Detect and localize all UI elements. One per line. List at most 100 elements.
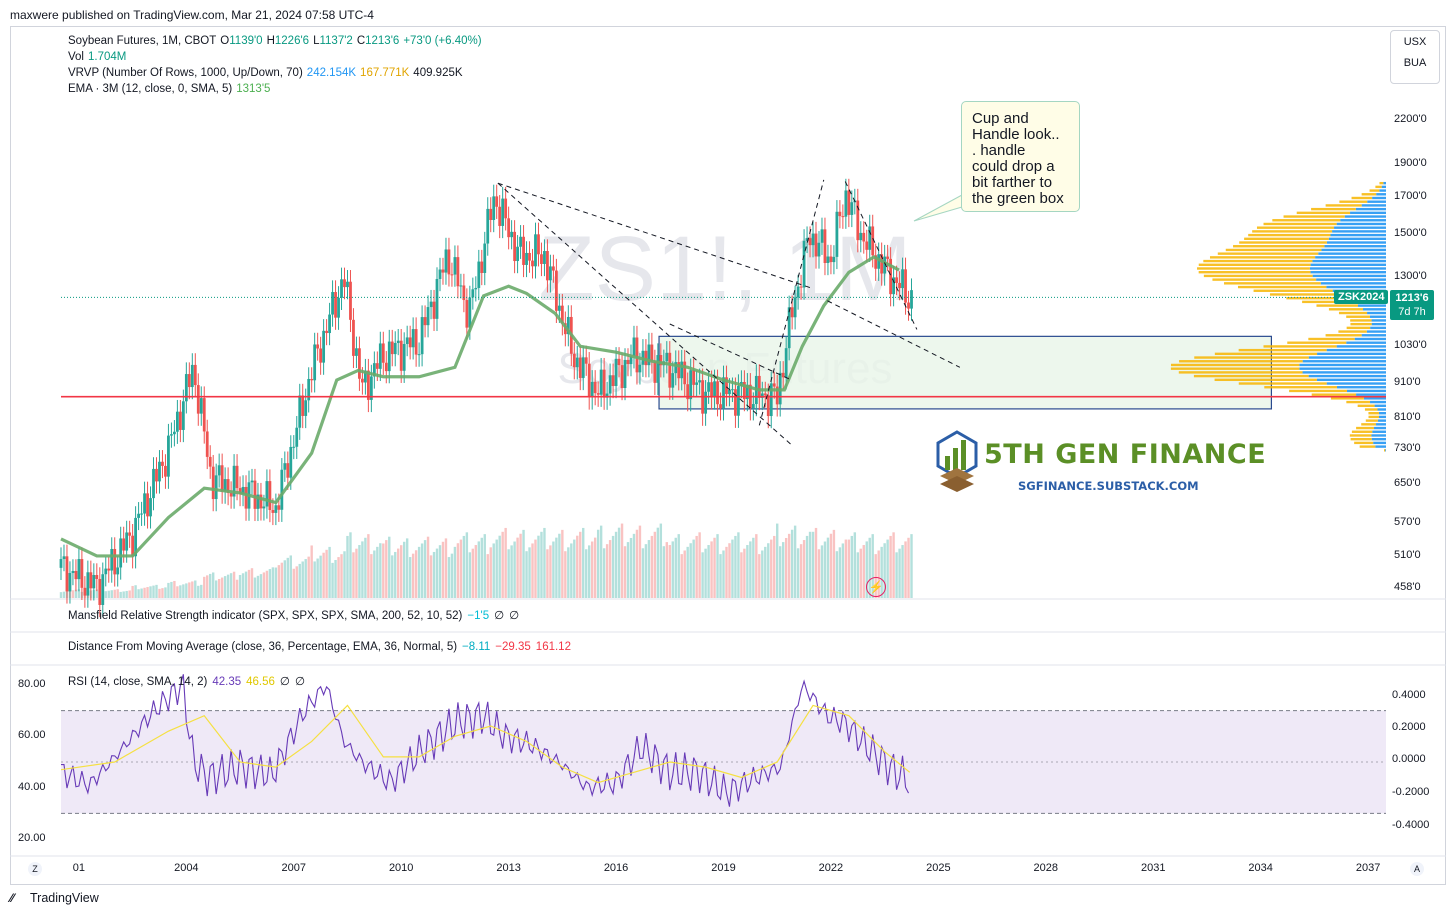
volume-bar xyxy=(158,588,161,598)
volume-profile-down-bar xyxy=(1224,282,1321,285)
volume-profile-down-bar xyxy=(1289,389,1347,393)
symbol-tag: ZSK2024 xyxy=(1334,290,1389,304)
brand-logo-icon xyxy=(936,430,978,496)
candle-body xyxy=(420,317,424,355)
volume-bar xyxy=(191,581,194,598)
callout-line: bit farther to xyxy=(972,174,1053,191)
time-axis[interactable]: 01 2004 2007 2010 2013 2016 2019 2022 2025 2028 20… xyxy=(0,860,1456,878)
volume-bar xyxy=(77,589,81,598)
dfma-label: Distance From Moving Average (close, 36,… xyxy=(68,641,458,653)
volume-profile-down-bar xyxy=(1269,293,1340,296)
price-tick-label: 1500'0 xyxy=(1394,227,1427,240)
price-tick-label: 650'0 xyxy=(1394,476,1421,489)
candle-body xyxy=(349,281,352,320)
volume-profile-down-bar xyxy=(1264,386,1337,389)
candle-body xyxy=(429,301,433,308)
trendline xyxy=(844,181,918,330)
volume-bar xyxy=(116,589,119,598)
candle-body xyxy=(193,364,197,386)
candle-body xyxy=(366,370,370,400)
auto-scale-button[interactable]: Z xyxy=(28,862,42,876)
time-tick-label: 2013 xyxy=(496,862,521,874)
volume-bar xyxy=(525,551,528,598)
mansfield-label: Mansfield Relative Strength indicator (S… xyxy=(68,610,463,622)
candle-body xyxy=(289,446,293,478)
volume-bar xyxy=(781,542,785,598)
candle-body xyxy=(629,356,633,365)
candle-body xyxy=(665,352,669,362)
candle-body xyxy=(235,465,239,489)
candle-body xyxy=(414,329,418,355)
volume-bar xyxy=(358,545,361,598)
candle-body xyxy=(346,281,349,288)
volume-bar xyxy=(361,541,364,598)
volume-bar xyxy=(761,550,764,598)
volume-bar xyxy=(531,543,534,598)
volume-profile-down-bar xyxy=(1193,374,1309,378)
auto-button[interactable]: A xyxy=(1410,862,1424,876)
volume-bar xyxy=(671,541,674,598)
candle-body xyxy=(683,361,687,385)
volume-profile-down-bar xyxy=(1359,445,1376,448)
candle-body xyxy=(319,348,323,363)
candle-body xyxy=(402,344,406,371)
candle-body xyxy=(283,463,287,470)
volume-profile-down-bar xyxy=(1368,412,1379,415)
currency-usx-button[interactable]: USX xyxy=(1403,36,1427,48)
volume-bar xyxy=(423,540,427,598)
volume-bar xyxy=(417,546,421,598)
volume-bar xyxy=(522,529,525,598)
candle-body xyxy=(405,337,409,345)
candle-body xyxy=(175,411,179,432)
volume-bar xyxy=(426,536,430,598)
volume-bar xyxy=(796,548,800,598)
candle-body xyxy=(540,254,543,264)
volume-bar xyxy=(841,543,845,598)
volume-profile-up-bar xyxy=(1299,363,1386,367)
candle-body xyxy=(537,234,540,255)
candle-body xyxy=(101,574,105,605)
candle-body xyxy=(355,348,358,356)
volume-bar xyxy=(364,537,367,598)
volume-profile-down-bar xyxy=(1379,181,1384,185)
volume-bar xyxy=(137,589,140,598)
volume-bar xyxy=(247,569,251,598)
candle-body xyxy=(450,274,454,276)
candle-body xyxy=(707,382,710,392)
candle-body xyxy=(510,231,514,238)
volume-profile-up-bar xyxy=(1326,285,1386,289)
volume-bar xyxy=(262,572,266,598)
candle-body xyxy=(689,370,693,400)
volume-bar xyxy=(579,531,582,598)
candle-body xyxy=(522,236,525,265)
volume-profile-up-bar xyxy=(1383,181,1386,185)
price-tick-label: 1900'0 xyxy=(1394,156,1427,169)
annotation-callout[interactable]: Cup and Handle look.. . handle could dro… xyxy=(961,101,1080,212)
volume-profile-down-bar xyxy=(1203,274,1313,278)
volume-profile-up-bar xyxy=(1361,334,1386,337)
mansfield-a: ∅ xyxy=(494,610,505,622)
candle-body xyxy=(181,401,185,430)
candle-body xyxy=(116,567,120,575)
volume-profile-down-bar xyxy=(1311,207,1356,211)
volume-profile-up-bar xyxy=(1346,341,1386,344)
volume-bar xyxy=(265,570,269,598)
volume-bar xyxy=(734,535,737,598)
time-tick-label: 2028 xyxy=(1033,862,1059,874)
volume-profile-down-bar xyxy=(1238,382,1327,385)
lightning-icon[interactable]: ⚡ xyxy=(866,577,886,597)
volume-profile-down-bar xyxy=(1346,315,1370,318)
price-axis[interactable]: 2200'0 1900'0 1700'0 1500'0 1300'0 1030'0 910'… xyxy=(1386,0,1436,600)
volume-bar xyxy=(880,546,883,598)
volume-profile-up-bar xyxy=(1376,423,1386,426)
volume-bar xyxy=(540,531,543,598)
volume-bar xyxy=(725,546,728,598)
unit-bua-button[interactable]: BUA xyxy=(1403,57,1427,69)
time-tick-label: 2025 xyxy=(926,862,951,874)
volume-profile-up-bar xyxy=(1377,408,1386,411)
candle-body xyxy=(492,196,496,221)
volume-bar xyxy=(647,540,651,598)
legend-vrvp-down: 167.771K xyxy=(360,67,410,79)
volume-bar xyxy=(429,555,433,598)
